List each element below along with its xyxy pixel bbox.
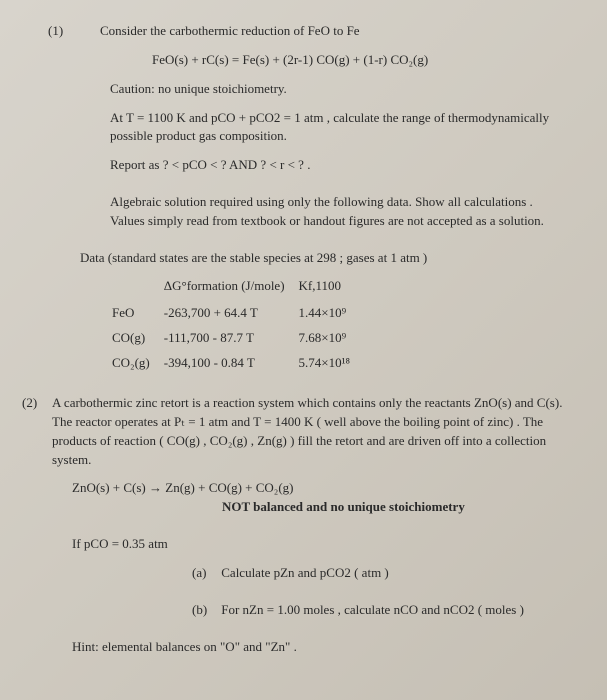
q1-algebraic: Algebraic solution required using only t… [110,193,569,212]
q1-number: (1) [48,22,63,41]
q2-b-text: For nZn = 1.00 moles , calculate nCO and… [221,602,524,617]
row1-dg: -111,700 - 87.7 T [164,326,299,351]
q2-b-label: (b) [192,601,218,620]
q1-equation: FeO(s) + rC(s) = Fe(s) + (2r-1) CO(g) + … [152,51,569,70]
q2-if: If pCO = 0.35 atm [72,535,569,554]
row1-sp: CO(g) [112,326,164,351]
q2-a-text: Calculate pZn and pCO2 ( atm ) [221,565,389,580]
q1-intro: Consider the carbothermic reduction of F… [100,22,569,41]
q2-reaction-note: NOT balanced and no unique stoichiometry [222,498,569,517]
q1-data-header: Data (standard states are the stable spe… [80,249,569,268]
row2-k: 5.74×10¹⁸ [299,351,365,376]
q2-part-b: (b) For nZn = 1.00 moles , calculate nCO… [192,601,569,620]
row0-sp: FeO [112,301,164,326]
row1-k: 7.68×10⁹ [299,326,365,351]
row0-dg: -263,700 + 64.4 T [164,301,299,326]
q2-part-a: (a) Calculate pZn and pCO2 ( atm ) [192,564,569,583]
row0-k: 1.44×10⁹ [299,301,365,326]
row2-sp: CO₂(g) [112,351,164,376]
q2-reaction: ZnO(s) + C(s) → Zn(g) + CO(g) + CO₂(g) [72,479,569,498]
row2-dg: -394,100 - 0.84 T [164,351,299,376]
q1-caution: Caution: no unique stoichiometry. [110,80,569,99]
q2-number: (2) [22,394,37,413]
q2-hint: Hint: elemental balances on "O" and "Zn"… [72,638,569,657]
q1-conditions: At T = 1100 K and pCO + pCO2 = 1 atm , c… [110,109,569,147]
q2-a-label: (a) [192,564,218,583]
col-k: Kf,1100 [299,274,365,302]
col-dg: ΔG°formation (J/mole) [164,274,299,302]
q1-report: Report as ? < pCO < ? AND ? < r < ? . [110,156,569,175]
q2-para: A carbothermic zinc retort is a reaction… [52,394,569,469]
q1-note: Values simply read from textbook or hand… [110,212,569,231]
data-table: ΔG°formation (J/mole) Kf,1100 FeO -263,7… [112,274,364,376]
